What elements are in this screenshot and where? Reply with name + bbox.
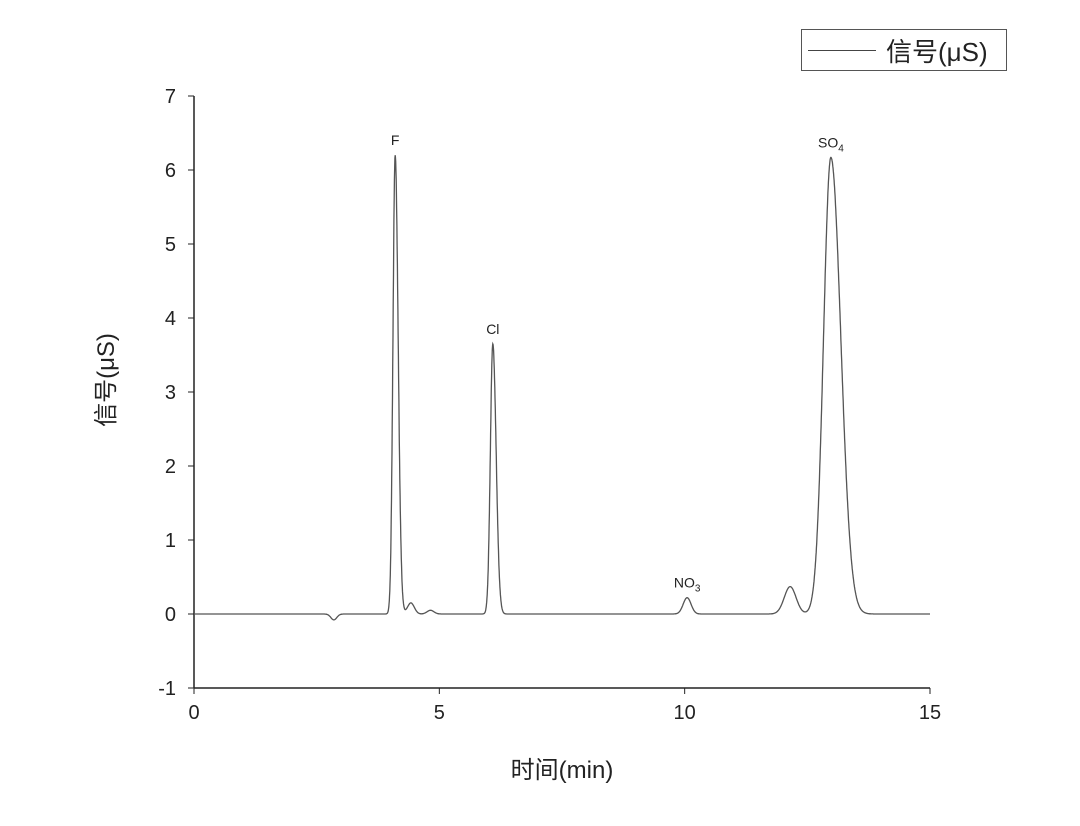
y-tick-label: 2 [165,456,176,478]
y-tick-label: 0 [165,604,176,626]
y-tick-label: 6 [165,160,176,182]
x-tick-label: 15 [919,702,941,724]
legend-line-swatch [808,49,876,51]
y-axis-label: 信号(μS) [93,333,120,427]
peak-label-so4: SO4 [818,134,844,154]
peak-label-cl: Cl [486,321,499,337]
signal-trace [194,155,930,621]
y-tick-label: -1 [158,678,176,700]
x-tick-label: 0 [188,702,199,724]
peak-labels: F Cl NO3 SO4 [391,132,844,595]
y-tick-label: 4 [165,308,176,330]
legend: 信号(μS) [801,29,1007,71]
legend-entry: 信号(μS) [886,36,988,67]
x-tick-label: 10 [674,702,696,724]
peak-label-no3: NO3 [674,575,701,595]
y-tick-label: 1 [165,530,176,552]
y-tick-label: 5 [165,234,176,256]
x-tick-label: 5 [434,702,445,724]
y-tick-label: 3 [165,382,176,404]
x-axis-label: 时间(min) [511,757,614,784]
y-tick-label: 7 [165,86,176,108]
axes: 0 5 10 15 -1 0 1 2 3 4 5 6 7 [158,86,941,724]
peak-label-f: F [391,132,400,148]
